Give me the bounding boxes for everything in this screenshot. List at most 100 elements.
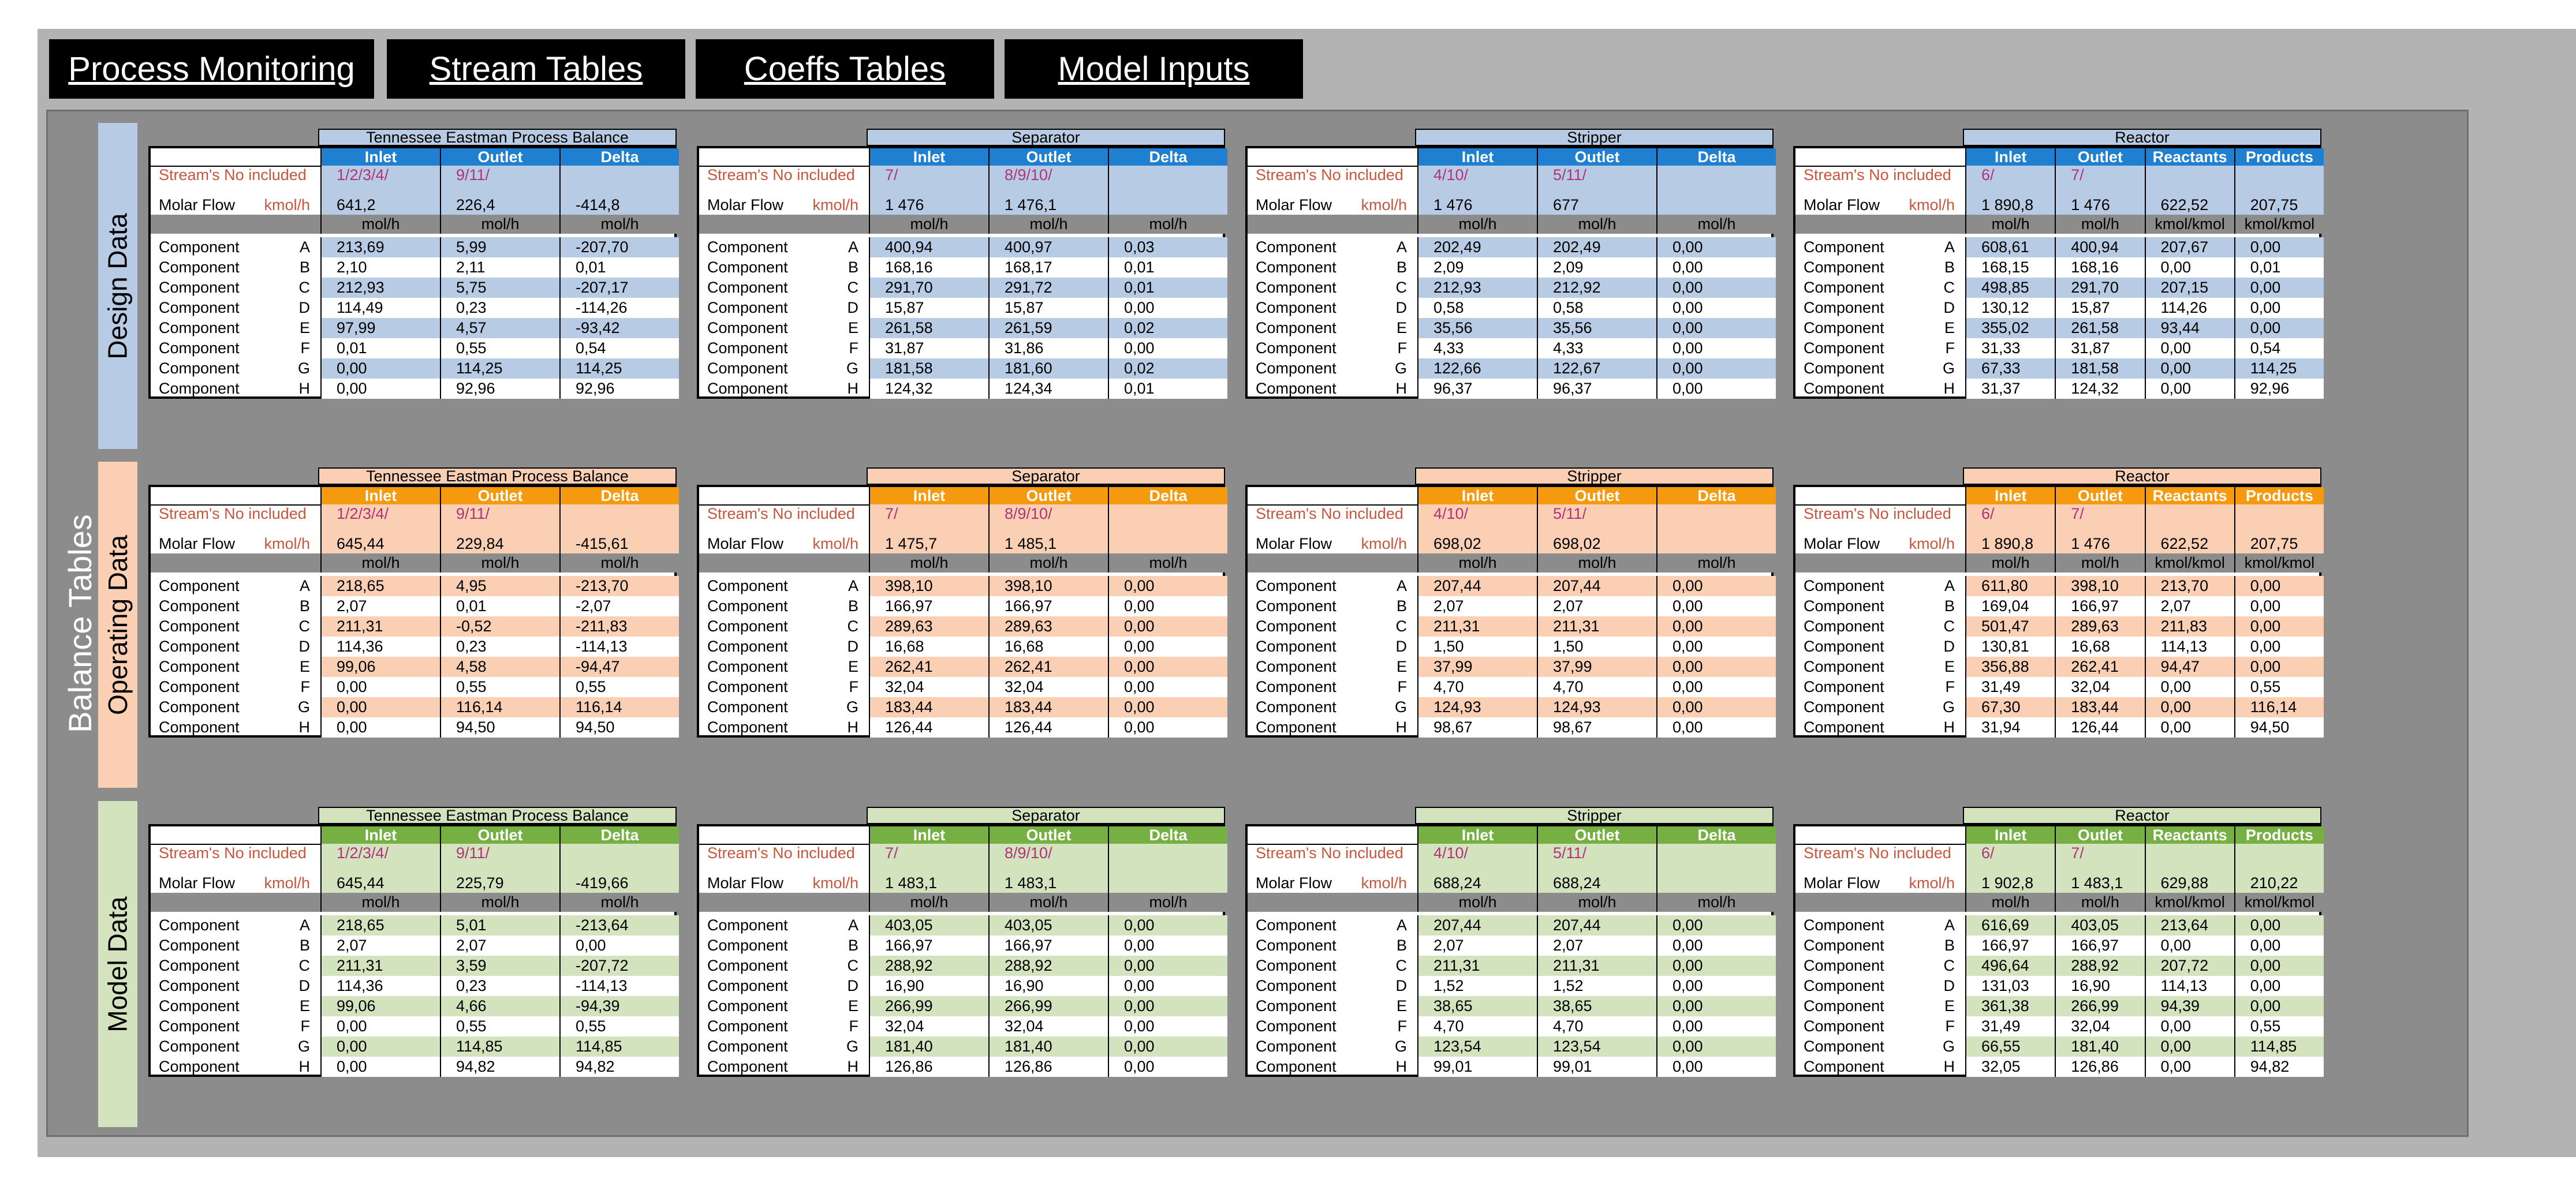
component-value: 501,47 xyxy=(1965,616,2055,637)
unit-label: mol/h xyxy=(1965,893,2055,912)
component-row: Component G 67,30 183,44 0,00 116,14 xyxy=(1795,697,2324,717)
component-letter: A xyxy=(1396,238,1407,256)
molar-flow-value: -415,61 xyxy=(559,534,679,553)
component-value: 5,01 xyxy=(440,915,559,935)
component-letter: H xyxy=(1943,719,1955,736)
component-value: 15,87 xyxy=(988,298,1108,318)
header-spacer xyxy=(151,148,320,166)
component-value: 16,90 xyxy=(869,976,988,996)
spacer-row xyxy=(699,523,1227,534)
unit-label: mol/h xyxy=(1656,553,1776,572)
header-row: Inlet Outlet Delta xyxy=(151,148,679,167)
streams-row: Stream's No included 6/7/ xyxy=(1795,166,2324,185)
balance-table-1-2: Stripper Inlet Outlet Delta Stream's No incl… xyxy=(1245,467,1776,738)
component-label: Component xyxy=(1804,380,1884,397)
component-row: Component E 97,99 4,57 -93,42 xyxy=(151,318,679,338)
component-row: Component H 0,00 94,82 94,82 xyxy=(151,1057,679,1077)
coeffs-tables-button[interactable]: Coeffs Tables xyxy=(696,39,994,99)
component-letter: D xyxy=(298,638,311,655)
component-value: 94,82 xyxy=(440,1057,559,1077)
column-header: Outlet xyxy=(2055,148,2145,166)
molar-flow-label: Molar Flow xyxy=(1804,196,1880,214)
component-letter: C xyxy=(1943,957,1955,974)
molar-flow-value: 622,52 xyxy=(2144,534,2234,553)
component-value: 99,06 xyxy=(320,657,440,677)
component-row: Component D 114,49 0,23 -114,26 xyxy=(151,298,679,318)
component-value: 498,85 xyxy=(1965,278,2055,298)
component-label: Component xyxy=(707,957,788,974)
header-row: Inlet Outlet Delta xyxy=(1248,148,1776,167)
component-value: 0,00 xyxy=(320,358,440,379)
component-label: Component xyxy=(159,957,240,974)
stream-numbers: 4/10/ xyxy=(1417,504,1537,523)
component-value: 1,52 xyxy=(1417,976,1537,996)
component-label: Component xyxy=(1804,319,1884,336)
component-value: 1,50 xyxy=(1537,637,1656,657)
component-value: 31,49 xyxy=(1965,677,2055,697)
spacer-cell xyxy=(2234,523,2324,534)
component-value: -114,26 xyxy=(559,298,679,318)
component-value: 289,63 xyxy=(2055,616,2145,637)
streams-row: Stream's No included 4/10/5/11/ xyxy=(1248,504,1776,523)
stream-numbers: 7/ xyxy=(2055,504,2145,523)
component-value: 31,87 xyxy=(869,338,988,358)
component-value: 35,56 xyxy=(1417,318,1537,338)
model-inputs-button[interactable]: Model Inputs xyxy=(1005,39,1303,99)
molar-flow-value: 1 483,1 xyxy=(869,873,988,893)
component-value: 31,33 xyxy=(1965,338,2055,358)
component-row: Component F 4,70 4,70 0,00 xyxy=(1248,1016,1776,1036)
component-row: Component E 99,06 4,66 -94,39 xyxy=(151,996,679,1016)
column-header: Delta xyxy=(559,148,679,166)
component-letter: A xyxy=(848,238,858,256)
column-header: Outlet xyxy=(988,148,1108,166)
unit-label: mol/h xyxy=(1537,893,1656,912)
component-letter: D xyxy=(1395,977,1408,994)
process-monitoring-button[interactable]: Process Monitoring xyxy=(49,39,374,99)
unit-label: mol/h xyxy=(440,215,559,234)
component-row: Component B 166,97 166,97 0,00 xyxy=(699,935,1227,956)
molar-flow-value: 1 476 xyxy=(2055,534,2145,553)
component-letter: E xyxy=(1396,658,1407,675)
component-value: 0,54 xyxy=(559,338,679,358)
component-value: 38,65 xyxy=(1417,996,1537,1016)
component-value: 0,00 xyxy=(1108,298,1227,318)
component-label: Component xyxy=(159,279,240,296)
spacer-cell xyxy=(1537,863,1656,873)
unit-label: kmol/kmol xyxy=(2144,215,2234,234)
component-row: Component E 266,99 266,99 0,00 xyxy=(699,996,1227,1016)
molar-flow-label: Molar Flow xyxy=(1804,534,1880,552)
component-value: 181,58 xyxy=(2055,358,2145,379)
component-value: 0,00 xyxy=(2234,318,2324,338)
component-letter: F xyxy=(1945,678,1955,695)
component-letter: E xyxy=(299,319,310,336)
component-label: Component xyxy=(707,299,788,316)
component-value: 291,70 xyxy=(2055,278,2145,298)
component-value: 0,00 xyxy=(1656,1016,1776,1036)
table-title: Tennessee Eastman Process Balance xyxy=(318,129,677,146)
component-label: Component xyxy=(1256,1017,1336,1035)
component-row: Component G 124,93 124,93 0,00 xyxy=(1248,697,1776,717)
units-spacer xyxy=(151,553,320,572)
streams-label: Stream's No included xyxy=(1256,166,1403,184)
component-row: Component B 166,97 166,97 0,00 xyxy=(699,596,1227,616)
component-value: 16,68 xyxy=(869,637,988,657)
molar-flow-value xyxy=(1108,873,1227,893)
component-value: 37,99 xyxy=(1537,657,1656,677)
component-letter: E xyxy=(848,319,858,336)
component-row: Component D 1,50 1,50 0,00 xyxy=(1248,637,1776,657)
component-value: -94,39 xyxy=(559,996,679,1016)
component-row: Component C 212,93 212,92 0,00 xyxy=(1248,278,1776,298)
component-label: Component xyxy=(707,238,788,256)
component-row: Component C 496,64 288,92 207,72 0,00 xyxy=(1795,956,2324,976)
component-value: 2,07 xyxy=(320,596,440,616)
component-value: 0,58 xyxy=(1537,298,1656,318)
table-title: Tennessee Eastman Process Balance xyxy=(318,807,677,824)
component-value: 0,00 xyxy=(2234,657,2324,677)
unit-label: kmol/kmol xyxy=(2234,553,2324,572)
streams-label: Stream's No included xyxy=(159,505,307,522)
component-label: Component xyxy=(707,698,788,716)
stream-tables-button[interactable]: Stream Tables xyxy=(387,39,685,99)
column-header: Reactants xyxy=(2144,826,2234,844)
spacer-cell xyxy=(2144,863,2234,873)
component-value: 168,15 xyxy=(1965,257,2055,278)
